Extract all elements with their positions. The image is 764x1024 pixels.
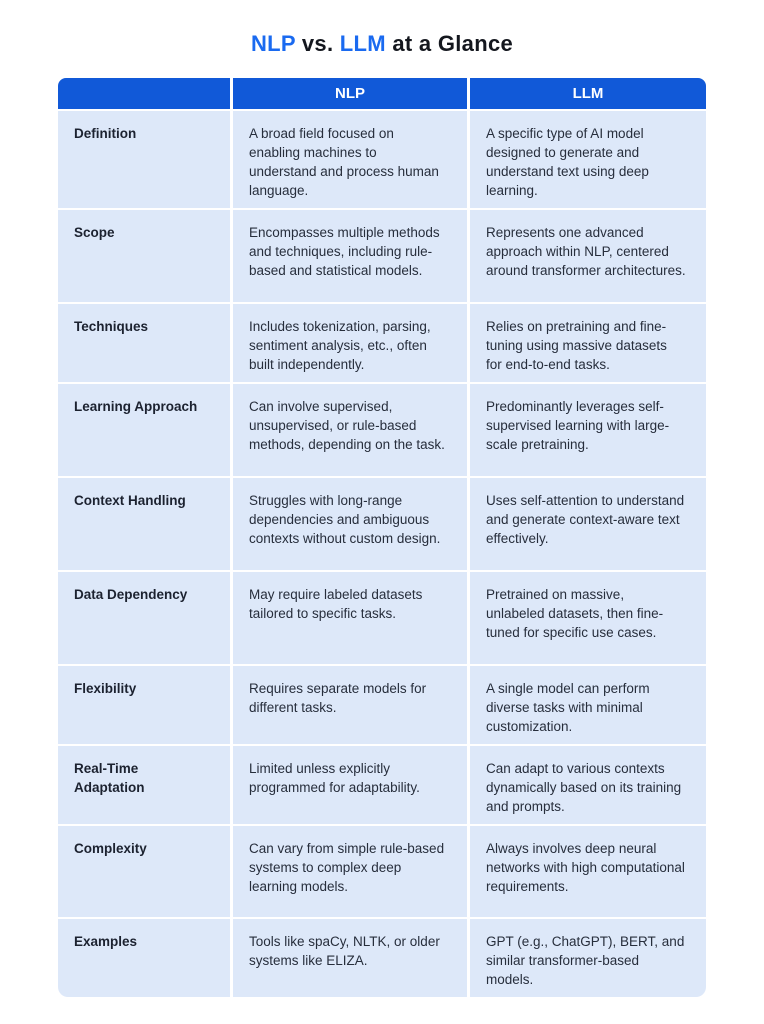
llm-cell: Uses self-attention to understand and ge… (470, 478, 706, 570)
feature-cell: Examples (58, 919, 230, 997)
feature-cell: Learning Approach (58, 384, 230, 476)
llm-cell: Relies on pretraining and fine-tuning us… (470, 304, 706, 382)
table-row-real-time-adaptation: Real-Time Adaptation Limited unless expl… (58, 746, 706, 824)
llm-cell: Pretrained on massive, unlabeled dataset… (470, 572, 706, 664)
nlp-cell: Encompasses multiple methods and techniq… (233, 210, 467, 302)
table-row-data-dependency: Data Dependency May require labeled data… (58, 572, 706, 664)
feature-cell: Scope (58, 210, 230, 302)
feature-cell: Data Dependency (58, 572, 230, 664)
llm-cell: Can adapt to various contexts dynamicall… (470, 746, 706, 824)
nlp-cell: A broad field focused on enabling machin… (233, 111, 467, 208)
table-row-learning-approach: Learning Approach Can involve supervised… (58, 384, 706, 476)
llm-cell: Represents one advanced approach within … (470, 210, 706, 302)
nlp-cell: Can vary from simple rule-based systems … (233, 826, 467, 917)
title-suffix: at a Glance (385, 31, 514, 56)
nlp-cell: Includes tokenization, parsing, sentimen… (233, 304, 467, 382)
table-row-scope: Scope Encompasses multiple methods and t… (58, 210, 706, 302)
title-vs: vs. (295, 31, 340, 56)
nlp-cell: Tools like spaCy, NLTK, or older systems… (233, 919, 467, 997)
header-cell-nlp: NLP (233, 78, 467, 109)
nlp-cell: Can involve supervised, unsupervised, or… (233, 384, 467, 476)
nlp-cell: May require labeled datasets tailored to… (233, 572, 467, 664)
nlp-cell: Requires separate models for different t… (233, 666, 467, 744)
nlp-cell: Limited unless explicitly programmed for… (233, 746, 467, 824)
comparison-table: NLP LLM Definition A broad field focused… (58, 78, 706, 997)
feature-cell: Techniques (58, 304, 230, 382)
header-cell-feature (58, 78, 230, 109)
table-row-examples: Examples Tools like spaCy, NLTK, or olde… (58, 919, 706, 997)
nlp-cell: Struggles with long-range dependencies a… (233, 478, 467, 570)
title-nlp: NLP (250, 31, 296, 56)
feature-cell: Definition (58, 111, 230, 208)
table-row-flexibility: Flexibility Requires separate models for… (58, 666, 706, 744)
feature-cell: Flexibility (58, 666, 230, 744)
table-header-row: NLP LLM (58, 78, 706, 109)
llm-cell: GPT (e.g., ChatGPT), BERT, and similar t… (470, 919, 706, 997)
llm-cell: A specific type of AI model designed to … (470, 111, 706, 208)
feature-cell: Real-Time Adaptation (58, 746, 230, 824)
title-llm: LLM (339, 31, 386, 56)
table-row-techniques: Techniques Includes tokenization, parsin… (58, 304, 706, 382)
feature-cell: Context Handling (58, 478, 230, 570)
llm-cell: Always involves deep neural networks wit… (470, 826, 706, 917)
table-row-context-handling: Context Handling Struggles with long-ran… (58, 478, 706, 570)
header-cell-llm: LLM (470, 78, 706, 109)
page-title: NLP vs. LLM at a Glance (0, 0, 764, 57)
table-row-definition: Definition A broad field focused on enab… (58, 111, 706, 208)
llm-cell: A single model can perform diverse tasks… (470, 666, 706, 744)
llm-cell: Predominantly leverages self-supervised … (470, 384, 706, 476)
table-row-complexity: Complexity Can vary from simple rule-bas… (58, 826, 706, 917)
feature-cell: Complexity (58, 826, 230, 917)
